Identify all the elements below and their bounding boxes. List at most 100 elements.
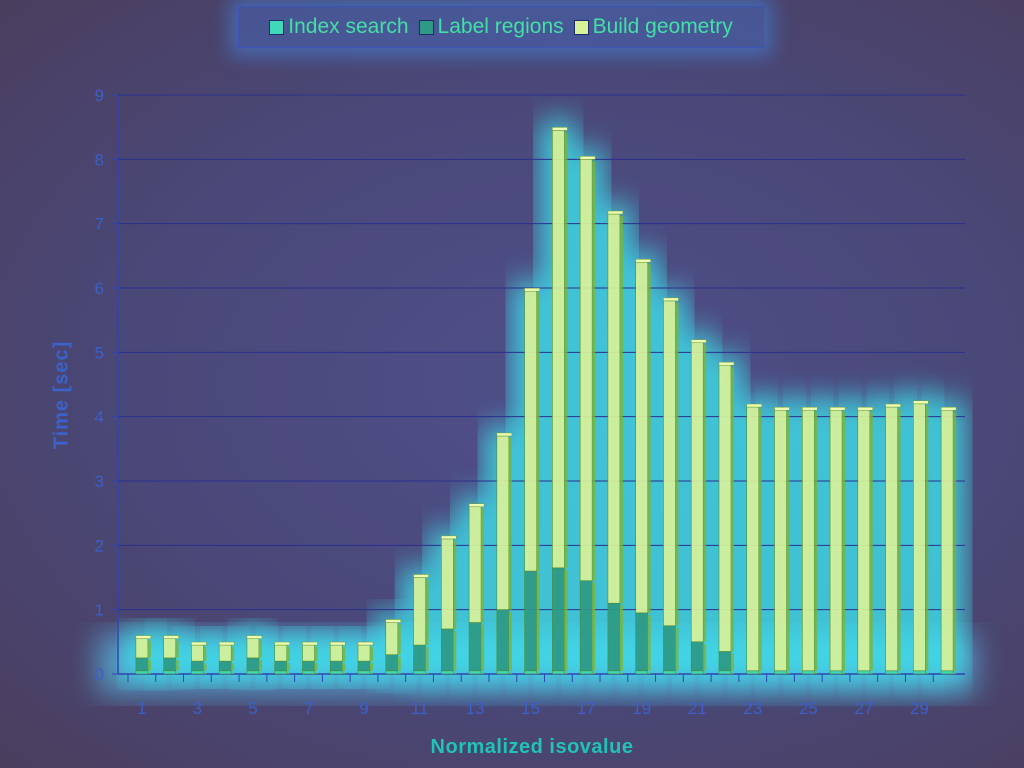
x-tick-label: 7 — [304, 699, 313, 718]
bar-side-face — [231, 647, 235, 662]
bar-top-cap — [774, 406, 790, 411]
bar-side-face — [397, 656, 401, 671]
y-tick-label: 4 — [95, 408, 104, 427]
bar-segment-index-search — [940, 670, 954, 675]
bar-top-cap — [357, 641, 374, 646]
bar-segment-index-search — [302, 670, 315, 675]
x-tick-label: 17 — [577, 699, 596, 718]
bar-side-face — [342, 647, 346, 662]
bar-side-face — [536, 672, 540, 674]
bar-side-face — [758, 409, 762, 671]
bar-segment-label-regions — [135, 657, 149, 672]
x-tick-label: 29 — [910, 699, 929, 718]
bar-segment-index-search — [829, 670, 843, 675]
bar-segment-build-geometry — [607, 213, 621, 604]
y-axis-title: Time [sec] — [50, 340, 73, 450]
bar-segment-build-geometry — [191, 644, 204, 662]
x-tick-label: 25 — [799, 699, 818, 718]
bar-segment-index-search — [274, 670, 288, 675]
bar-segment-label-regions — [246, 657, 260, 672]
bar-segment-build-geometry — [690, 342, 704, 643]
bar-side-face — [203, 663, 207, 671]
x-tick-label: 21 — [688, 699, 707, 718]
bar-side-face — [953, 412, 957, 671]
bar-segment-index-search — [746, 670, 760, 675]
bar-side-face — [397, 672, 401, 674]
bar-side-face — [786, 412, 790, 671]
bar-segment-build-geometry — [857, 409, 871, 672]
bar-side-face — [453, 540, 457, 629]
bar-top-cap — [413, 574, 429, 578]
bar-side-face — [481, 672, 485, 674]
bar-segment-build-geometry — [496, 435, 510, 610]
bar-top-cap — [746, 403, 762, 408]
bar-side-face — [897, 672, 901, 674]
bar-top-cap — [607, 210, 624, 215]
bar-segment-build-geometry — [829, 409, 843, 672]
bar-segment-label-regions — [191, 660, 204, 672]
bar-side-face — [675, 627, 679, 671]
bar-side-face — [842, 412, 846, 671]
bar-segment-index-search — [913, 670, 926, 675]
bar-side-face — [619, 672, 623, 674]
bar-side-face — [758, 672, 762, 674]
bar-side-face — [370, 647, 374, 662]
bar-segment-label-regions — [663, 625, 676, 672]
bar-segment-index-search — [163, 670, 176, 675]
bar-segment-index-search — [413, 670, 426, 675]
bar-segment-label-regions — [496, 609, 510, 672]
bar-top-cap — [135, 635, 152, 639]
bar-top-cap — [913, 400, 929, 405]
bar-side-face — [730, 367, 734, 652]
chart-legend: Index search Label regions Build geometr… — [238, 6, 764, 48]
bar-side-face — [147, 659, 151, 671]
bar-top-cap — [690, 339, 707, 343]
legend-swatch-label-regions — [418, 19, 434, 35]
bar-segment-index-search — [441, 670, 454, 675]
bar-side-face — [536, 293, 540, 572]
bar-segment-label-regions — [524, 570, 537, 672]
y-tick-label: 6 — [95, 279, 104, 298]
bar-segment-label-regions — [552, 567, 565, 672]
bar-segment-build-geometry — [413, 577, 426, 646]
x-axis-title: Normalized isovalue — [430, 736, 634, 758]
bar-side-face — [425, 579, 429, 646]
bar-side-face — [453, 630, 457, 671]
bar-segment-build-geometry — [552, 130, 565, 569]
bar-segment-build-geometry — [441, 538, 454, 630]
bar-segment-label-regions — [302, 660, 315, 672]
x-tick-label: 13 — [466, 699, 485, 718]
bar-side-face — [592, 672, 596, 674]
bar-side-face — [703, 344, 707, 642]
bar-segment-index-search — [357, 670, 371, 675]
y-tick-label: 8 — [95, 150, 104, 169]
bar-segment-label-regions — [357, 660, 371, 672]
bar-segment-index-search — [690, 670, 704, 675]
legend-label-index-search: Index search — [288, 15, 409, 38]
bar-segment-label-regions — [468, 622, 482, 672]
bar-side-face — [286, 663, 290, 671]
bar-segment-build-geometry — [329, 644, 343, 662]
bar-side-face — [814, 672, 818, 674]
bar-segment-index-search — [191, 670, 204, 675]
bar-top-cap — [579, 156, 596, 160]
bar-top-cap — [218, 641, 235, 646]
bar-side-face — [481, 624, 485, 671]
bar-segment-index-search — [385, 670, 399, 675]
bar-segment-index-search — [552, 670, 565, 675]
bar-side-face — [203, 672, 207, 674]
bar-segment-build-geometry — [718, 364, 732, 652]
bar-segment-build-geometry — [357, 644, 371, 662]
x-tick-label: 3 — [193, 699, 202, 718]
bar-top-cap — [385, 619, 402, 623]
bar-side-face — [286, 672, 290, 674]
bar-side-face — [175, 640, 179, 658]
legend-swatch-build-geometry — [573, 19, 589, 35]
bar-top-cap — [524, 287, 540, 292]
bar-side-face — [925, 672, 929, 674]
bar-segment-index-search — [135, 670, 149, 675]
bar-side-face — [619, 605, 623, 671]
x-tick-label: 15 — [521, 699, 540, 718]
